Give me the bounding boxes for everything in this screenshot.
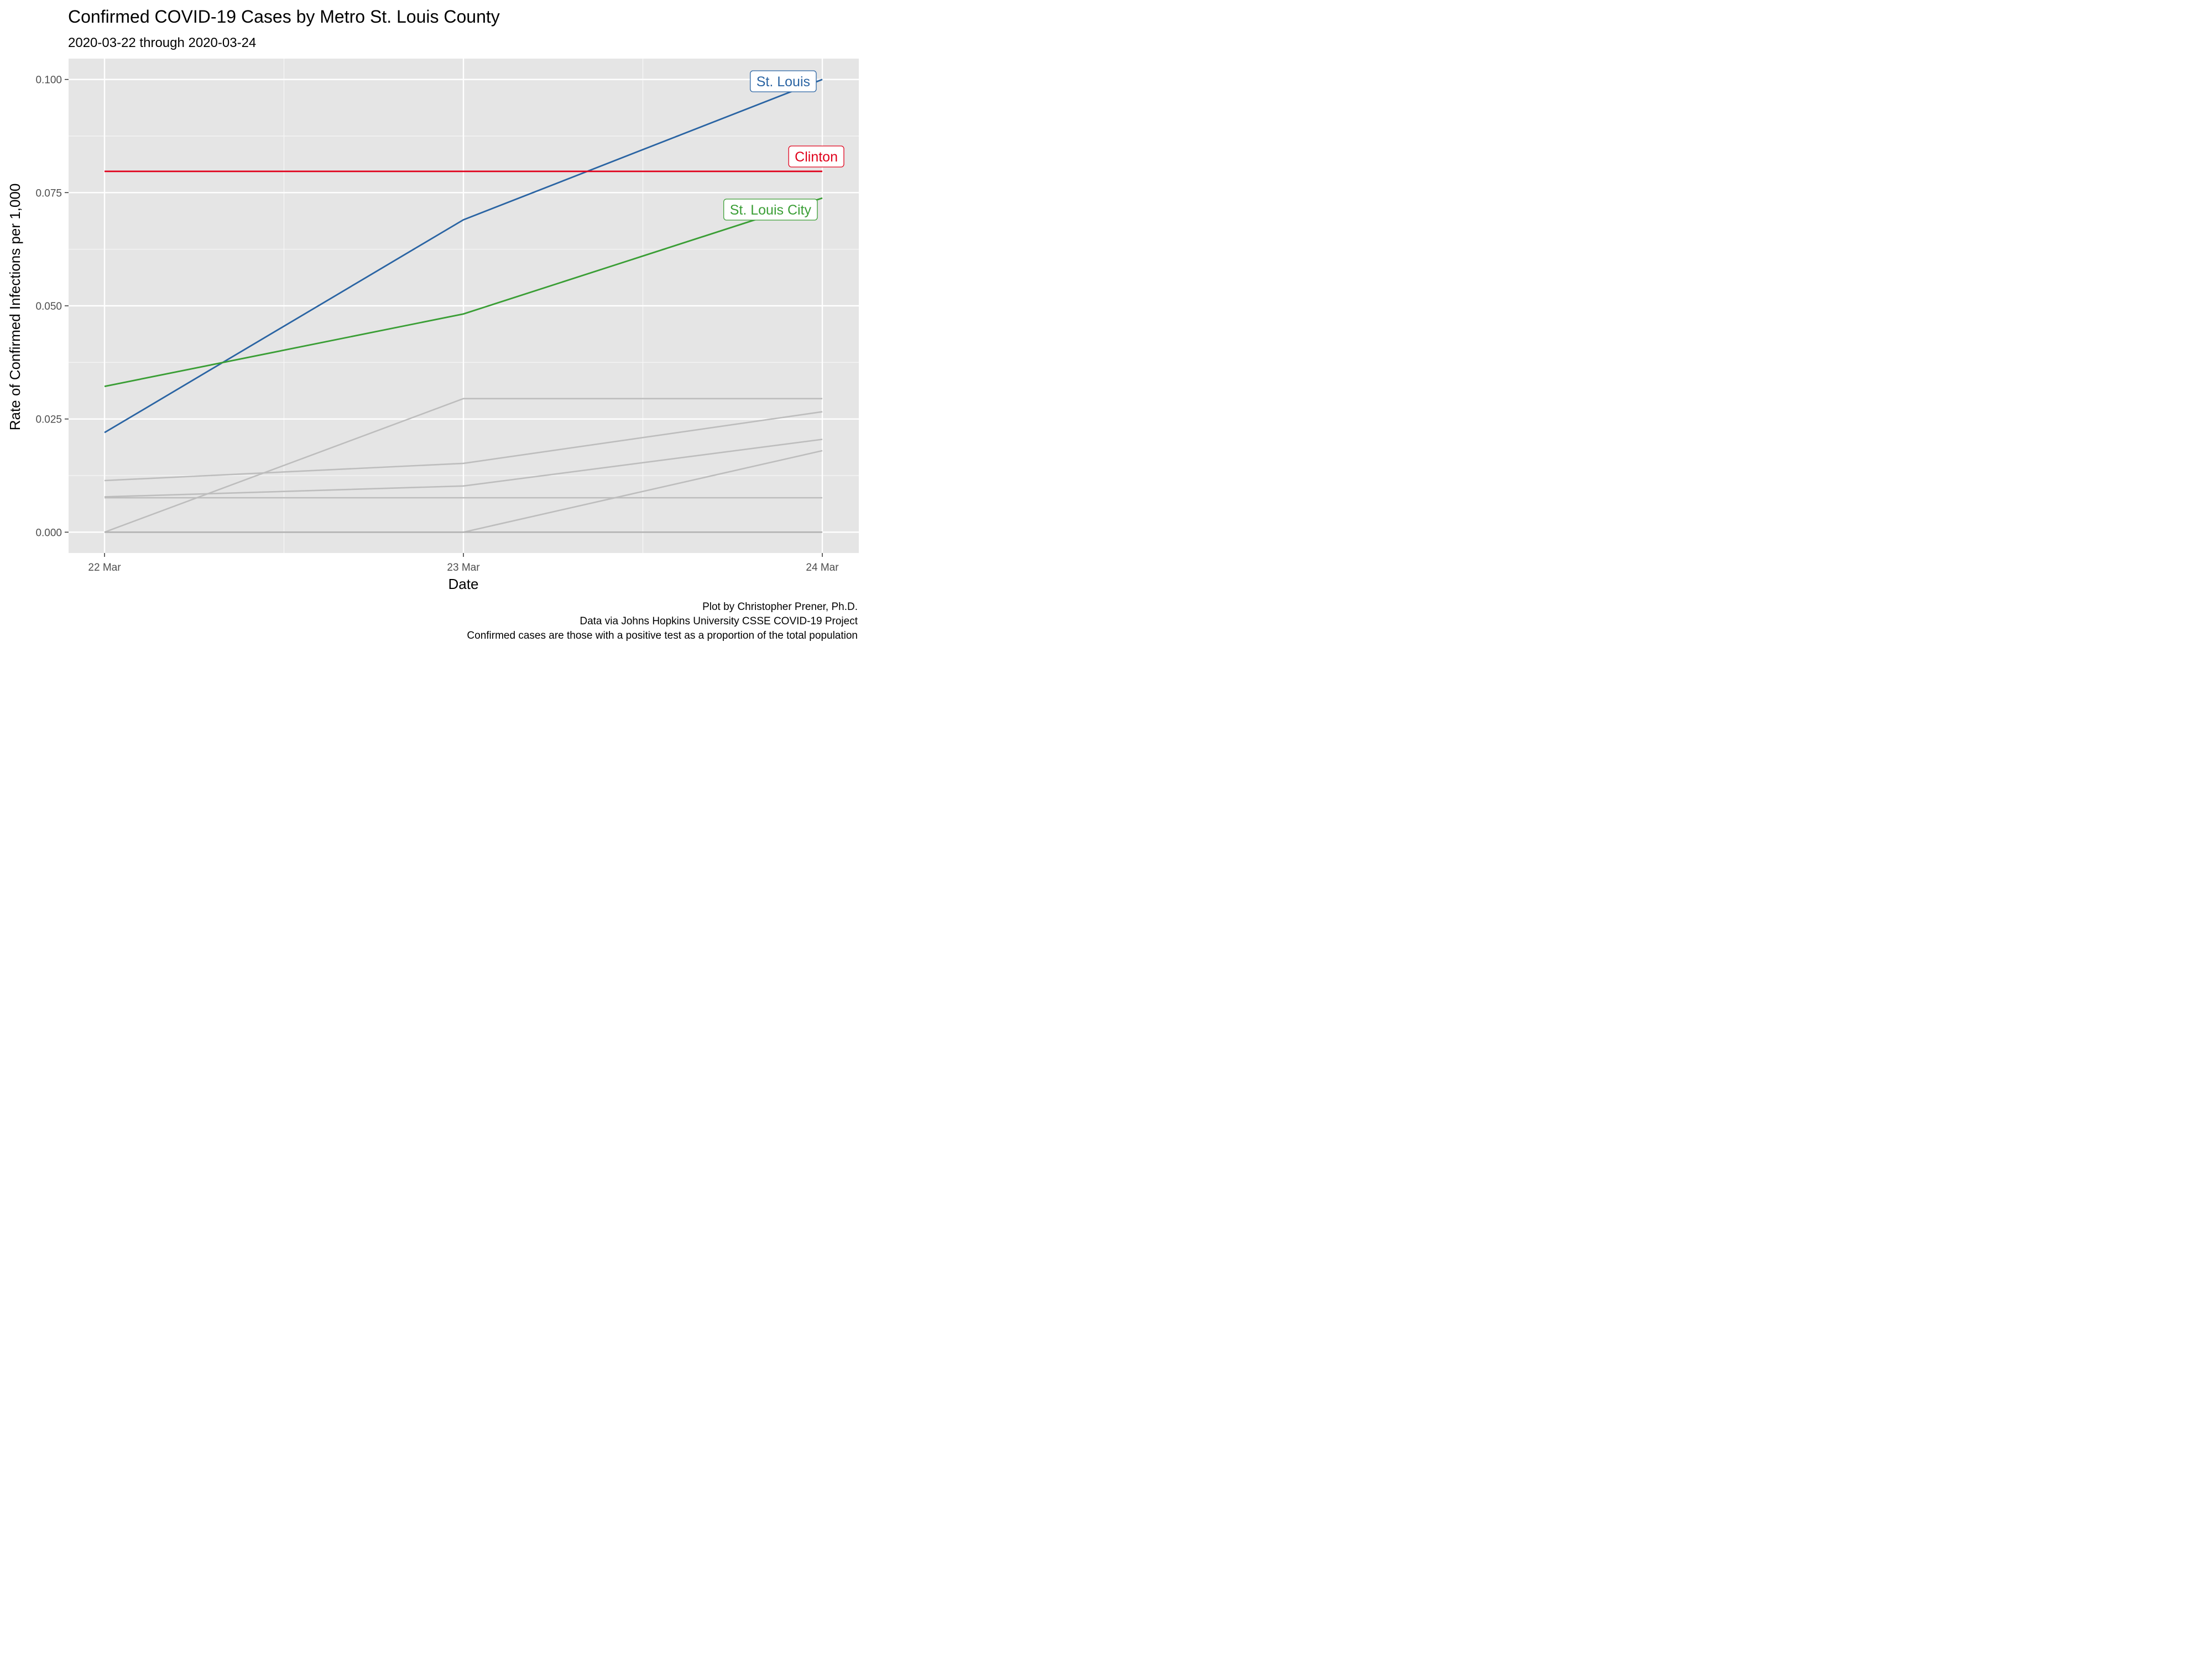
background-series-line [104,411,823,482]
series-label-box [788,145,844,168]
background-series-line [104,398,822,533]
series-label-st-louis-city: St. Louis City [723,199,818,221]
highlighted-series [104,79,823,434]
caption-line-2: Data via Johns Hopkins University CSSE C… [580,615,858,627]
caption-line-3: Confirmed cases are those with a positiv… [467,630,858,641]
x-axis-ticks: 22 Mar 23 Mar 24 Mar [88,553,839,573]
x-tick-label: 23 Mar [447,562,480,573]
covid-line-chart: Confirmed COVID-19 Cases by Metro St. Lo… [7,7,859,641]
chart-subtitle: 2020-03-22 through 2020-03-24 [68,35,256,50]
series-line-st-louis-city [104,197,823,388]
series-label-text: St. Louis City [730,202,812,218]
series-label-clinton: Clinton [788,145,844,168]
series-label-text: St. Louis [757,74,810,90]
y-tick-label: 0.075 [35,187,62,199]
y-tick-label: 0.025 [35,414,62,426]
x-axis-title: Date [448,576,479,592]
series-label-st-louis: St. Louis [750,70,817,92]
series-label-box [750,70,817,92]
caption-line-1: Plot by Christopher Prener, Ph.D. [702,601,858,613]
series-labels: St. Louis Clinton St. Louis City [723,70,844,221]
y-tick-label: 0.000 [35,527,62,539]
x-tick-label: 22 Mar [88,562,121,573]
y-axis-title: Rate of Confirmed Infections per 1,000 [7,184,23,431]
background-series [104,398,823,533]
y-axis-ticks: 0.000 0.025 0.050 0.075 0.100 [35,75,69,539]
series-label-box [723,199,818,221]
y-tick-label: 0.100 [35,75,62,86]
chart-title: Confirmed COVID-19 Cases by Metro St. Lo… [68,7,500,27]
y-tick-label: 0.050 [35,301,62,312]
x-tick-label: 24 Mar [806,562,839,573]
background-series-line [104,439,823,498]
series-label-text: Clinton [795,149,838,165]
